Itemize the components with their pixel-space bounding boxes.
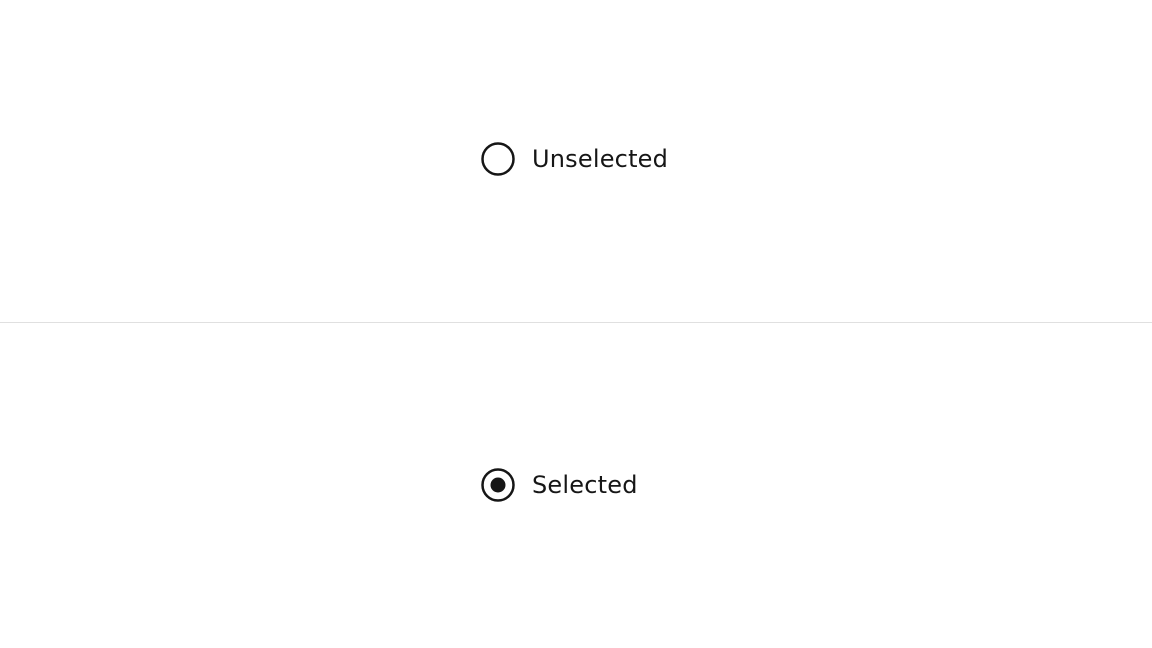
selected-example-panel: Selected [0, 323, 1152, 648]
radio-checked-icon[interactable] [481, 468, 515, 502]
radio-label-unselected[interactable]: Unselected [532, 145, 669, 173]
radio-label-selected[interactable]: Selected [532, 471, 638, 499]
radio-option-selected[interactable]: Selected [481, 468, 638, 502]
unselected-example-panel: Unselected [0, 0, 1152, 323]
radio-option-unselected[interactable]: Unselected [481, 142, 668, 176]
radio-unchecked-icon[interactable] [481, 142, 515, 176]
